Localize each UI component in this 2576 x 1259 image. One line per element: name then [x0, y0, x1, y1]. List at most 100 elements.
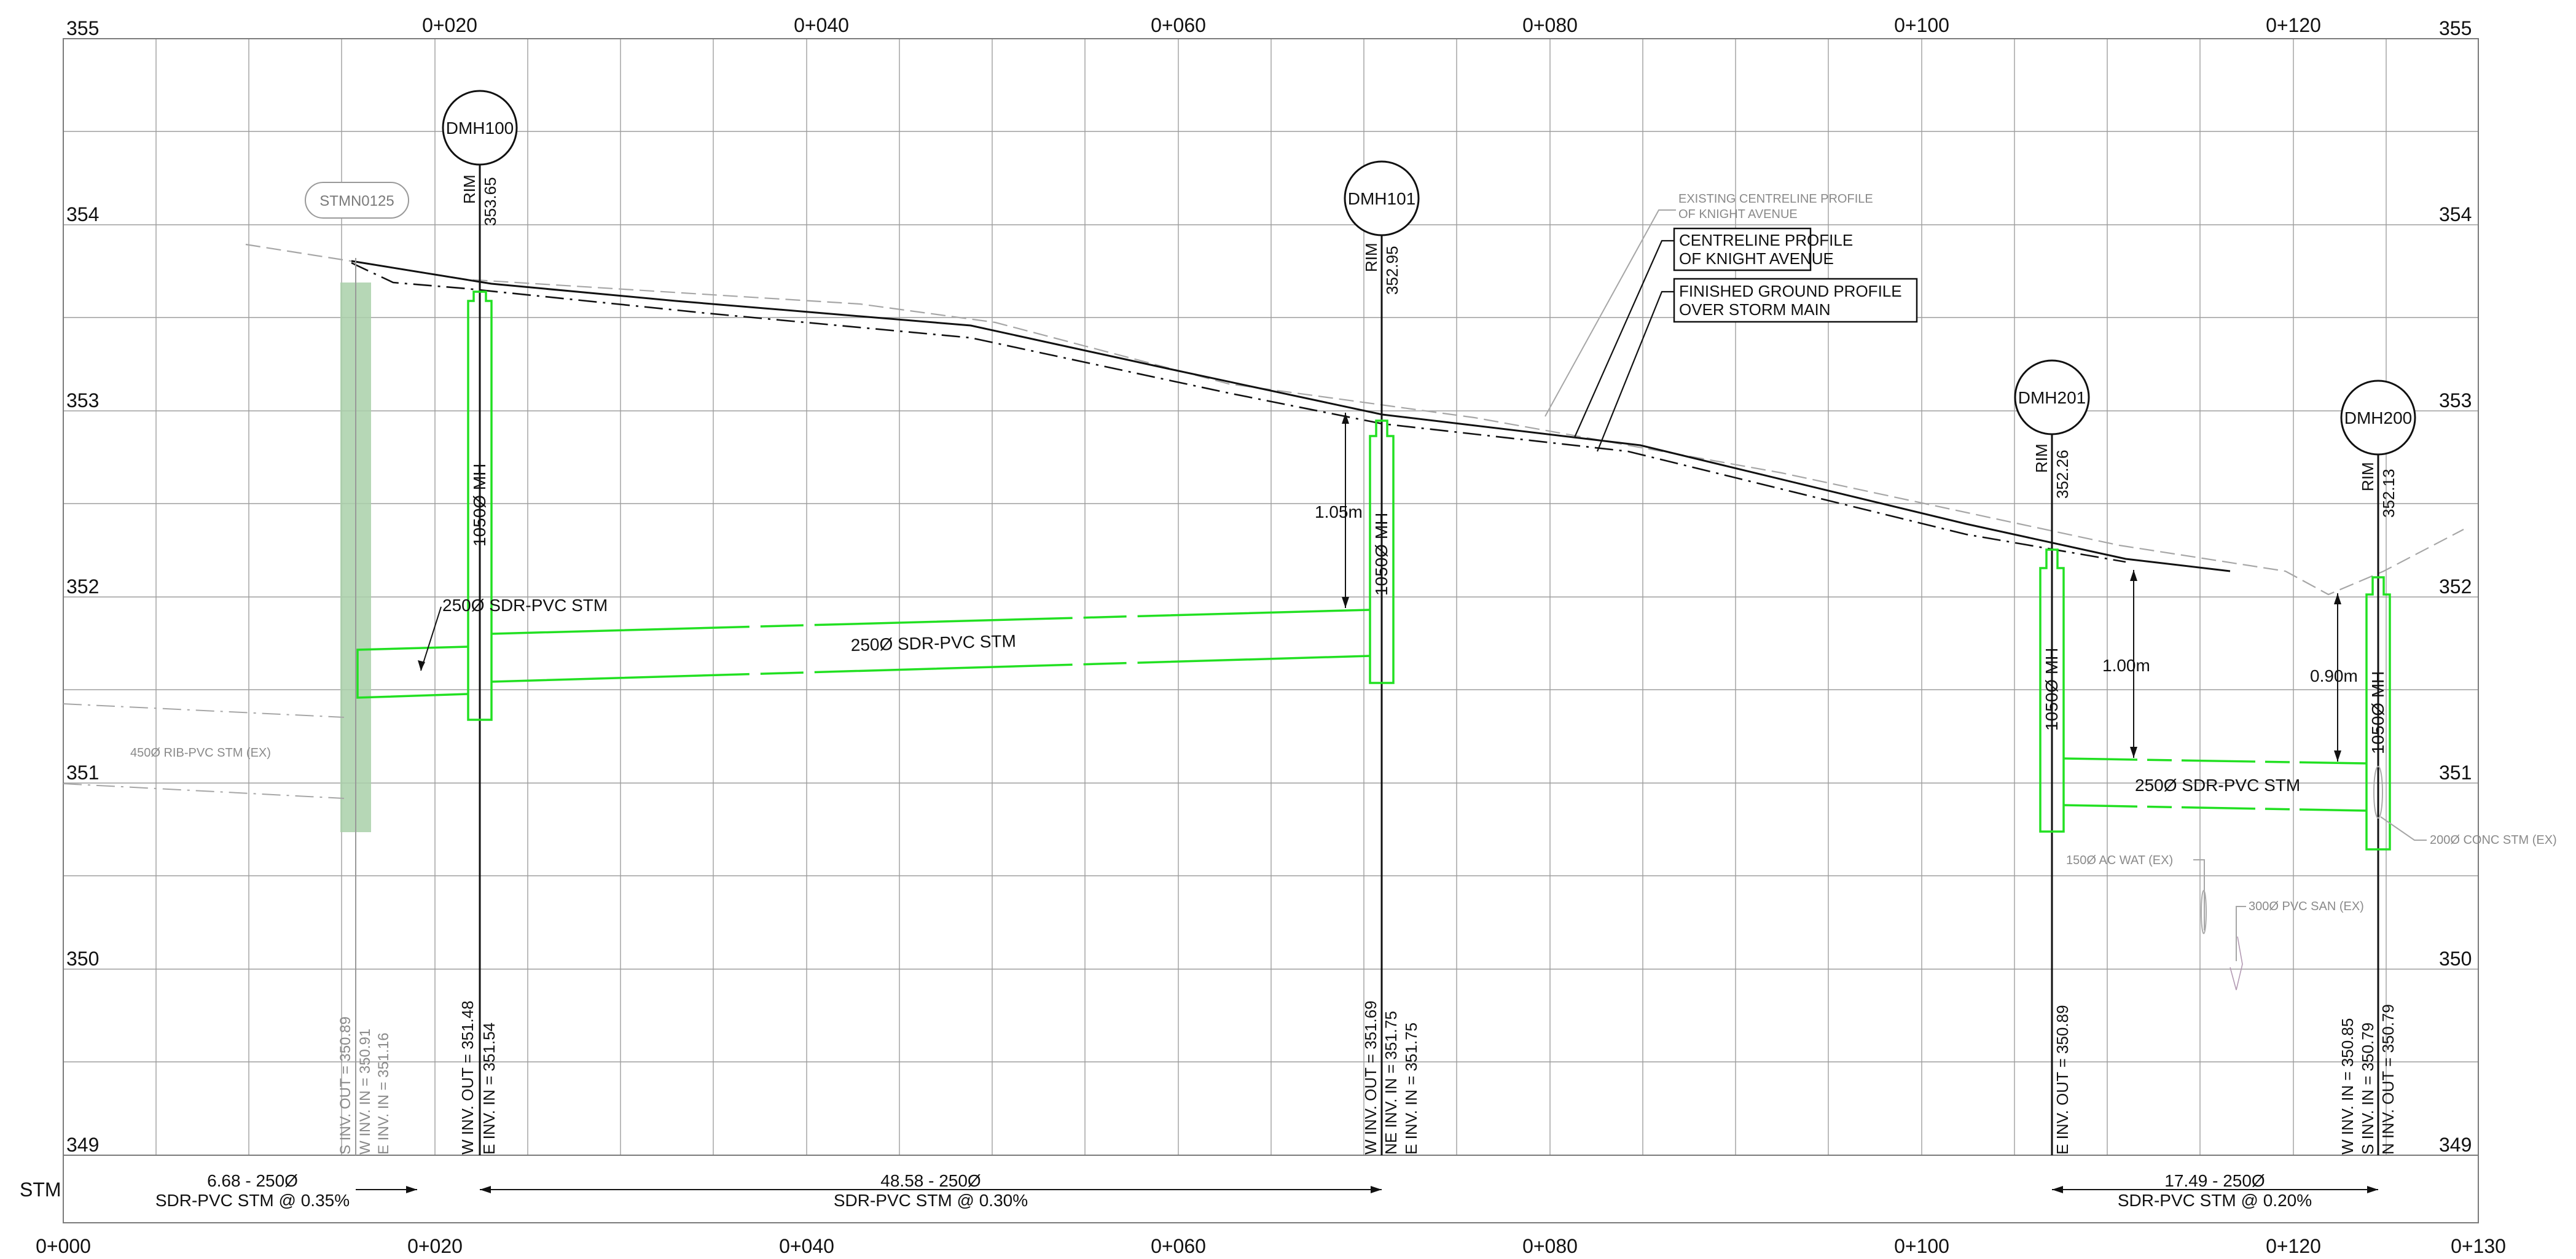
rim-value: 353.65 [481, 177, 499, 226]
elevation-label: 350 [2439, 948, 2472, 970]
segment-1: 6.68 - 250Ø SDR-PVC STM @ 0.35% [155, 1171, 417, 1210]
dim-arrow [2130, 570, 2137, 581]
top-station-labels: 0+020 0+040 0+060 0+080 0+100 0+120 [422, 14, 2321, 36]
station-label: 0+020 [407, 1235, 463, 1257]
dim-arrow [2130, 747, 2137, 758]
manhole-size-label: 1050Ø MH [1372, 513, 1391, 596]
callout-text: 300Ø PVC SAN (EX) [2249, 900, 2364, 913]
callout-leader [1596, 290, 1674, 452]
pipe-outline [356, 645, 469, 699]
invert-label: E INV. IN = 351.75 [1402, 1023, 1420, 1155]
station-label: 0+040 [794, 14, 849, 36]
callout-text: CENTRELINE PROFILE [1679, 231, 1853, 249]
callout-text: 200Ø CONC STM (EX) [2430, 833, 2557, 847]
station-label: 0+080 [1522, 14, 1578, 36]
station-label: 0+060 [1151, 14, 1206, 36]
existing-conc-pipe-section [2373, 766, 2383, 819]
callout-leader [2236, 906, 2246, 961]
callout-finished-ground: FINISHED GROUND PROFILE OVER STORM MAIN [1596, 278, 1918, 452]
segment-dim-arrow [1371, 1186, 1382, 1193]
segment-dim-arrow [2052, 1186, 2063, 1193]
segment-dim-arrow [406, 1186, 417, 1193]
elevation-label: 354 [2439, 203, 2472, 225]
elevation-label: 355 [2439, 17, 2472, 39]
invert-label: N INV. OUT = 350.79 [2379, 1004, 2397, 1155]
station-label: 0+120 [2266, 14, 2321, 36]
callout-leader [1544, 209, 1676, 417]
note-pvc-san: 300Ø PVC SAN (EX) [2230, 900, 2364, 991]
elevation-label: 352 [66, 575, 99, 598]
segment-label: 17.49 - 250Ø [2164, 1171, 2265, 1190]
station-label: 0+120 [2266, 1235, 2321, 1257]
invert-label: W INV. OUT = 351.48 [458, 1000, 477, 1155]
elevation-label: 353 [2439, 389, 2472, 411]
elevation-label: 349 [2439, 1134, 2472, 1156]
elevation-label: 351 [2439, 762, 2472, 784]
callout-box [1673, 227, 1812, 271]
segment-label: SDR-PVC STM @ 0.20% [2118, 1191, 2312, 1210]
dim-arrow [1342, 597, 1349, 608]
pipe-invert [491, 655, 1371, 683]
station-label: 0+130 [2451, 1235, 2506, 1257]
manhole-size-label: 1050Ø MH [2368, 671, 2387, 754]
elevation-label: 351 [66, 762, 99, 784]
manhole-id: DMH101 [1348, 189, 1415, 208]
dim-arrow [2334, 750, 2341, 762]
pipe-label: 250Ø SDR-PVC STM [850, 631, 1016, 655]
callout-leader [2193, 859, 2205, 930]
existing-rib-pipe-top [63, 703, 345, 718]
callout-box [1673, 278, 1918, 323]
pipe-label: 250Ø SDR-PVC STM [2135, 776, 2300, 795]
existing-rib-pipe-bottom [63, 783, 345, 799]
segment-label: SDR-PVC STM @ 0.35% [155, 1191, 350, 1210]
callout-leader [2380, 816, 2427, 841]
invert-label: W INV. OUT = 351.69 [1361, 1000, 1380, 1155]
invert-label: S INV. IN = 350.79 [2359, 1023, 2377, 1155]
note-ac-wat: 150Ø AC WAT (EX) [2066, 854, 2207, 934]
manhole-size-label: 1050Ø MH [2042, 648, 2061, 731]
rim-label: RIM [2032, 443, 2051, 473]
cover-dim-dmh101: 1.05m [1315, 413, 1363, 608]
invert-label: W INV. IN = 350.91 [357, 1029, 374, 1155]
existing-structure-id: STMN0125 [319, 193, 394, 209]
pipe-dmh100-to-dmh101 [491, 609, 1371, 683]
callout-existing-centreline: EXISTING CENTRELINE PROFILE OF KNIGHT AV… [1544, 192, 1873, 417]
pipe-label: 250Ø SDR-PVC STM [442, 596, 608, 615]
invert-label: E INV. OUT = 350.89 [2053, 1005, 2072, 1155]
elevation-label: 352 [2439, 575, 2472, 598]
manhole-size-label: 1050Ø MH [470, 464, 489, 547]
elevation-labels-left: 355 354 353 352 351 350 349 [66, 17, 99, 1156]
station-label: 0+060 [1151, 1235, 1206, 1257]
pipe-dmh201-to-dmh200 [2063, 757, 2367, 812]
existing-rib-note: 450Ø RIB-PVC STM (EX) [130, 746, 271, 760]
dim-arrow [2334, 593, 2341, 604]
segment-2: 48.58 - 250Ø SDR-PVC STM @ 0.30% [480, 1171, 1382, 1210]
stm-data-band [63, 1155, 2479, 1223]
manhole-outline [467, 290, 493, 721]
elevation-label: 350 [66, 948, 99, 970]
manhole-id: DMH201 [2018, 388, 2086, 407]
rim-value: 352.95 [1383, 246, 1401, 295]
callout-text: OF KNIGHT AVENUE [1678, 208, 1798, 221]
manhole-dmh101: DMH101 RIM 352.95 1050Ø MH W INV. OUT = … [1344, 160, 1420, 1155]
station-label: 0+040 [779, 1235, 834, 1257]
cover-dim-dmh200: 0.90m [2310, 593, 2358, 762]
elevation-label: 355 [66, 17, 99, 39]
note-conc-stm: 200Ø CONC STM (EX) [2380, 816, 2557, 847]
existing-wat-section [2201, 890, 2207, 934]
bottom-station-labels: 0+000 0+020 0+040 0+060 0+080 0+100 0+12… [36, 1235, 2506, 1257]
invert-label: E INV. IN = 351.16 [375, 1032, 392, 1155]
elevation-label: 353 [66, 389, 99, 411]
rim-label: RIM [460, 174, 479, 204]
pipe-crown [2063, 757, 2367, 765]
rim-value: 352.26 [2053, 450, 2072, 499]
segment-label: 48.58 - 250Ø [880, 1171, 981, 1190]
segment-dim-arrow [480, 1186, 491, 1193]
stm-row-label: STM [20, 1179, 61, 1201]
segment-label: SDR-PVC STM @ 0.30% [834, 1191, 1028, 1210]
invert-label: NE INV. IN = 351.75 [1382, 1011, 1400, 1155]
invert-label: W INV. IN = 350.85 [2338, 1018, 2357, 1155]
dim-arrow [1342, 413, 1349, 424]
pipe-stmn0125-to-dmh100 [356, 645, 469, 699]
segment-dim-arrow [2367, 1186, 2378, 1193]
